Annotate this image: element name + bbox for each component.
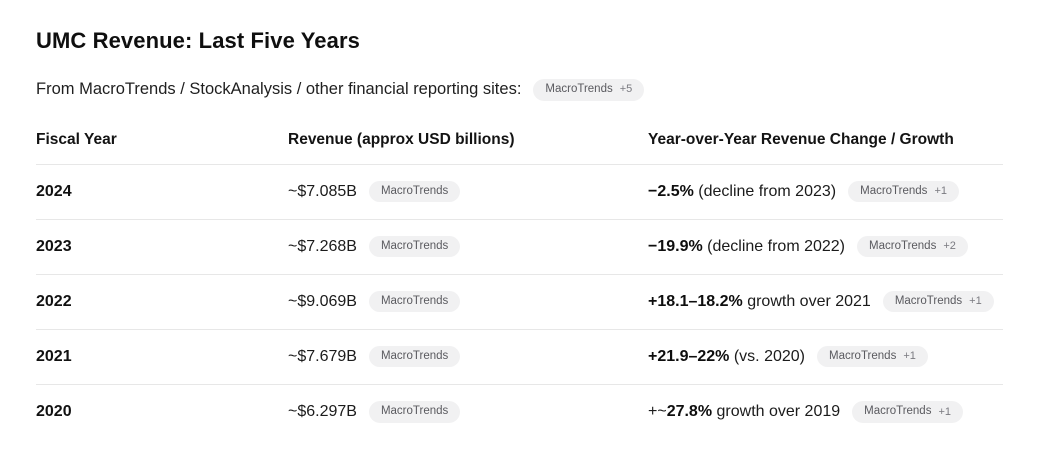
growth-percent: −19.9% [648, 237, 703, 255]
citation-badge-revenue[interactable]: MacroTrends [368, 345, 461, 368]
revenue-value: ~$7.679B [288, 347, 357, 365]
citation-badge-growth[interactable]: MacroTrends +2 [857, 235, 968, 258]
revenue-value: ~$7.268B [288, 237, 357, 255]
growth-percent: 27.8% [666, 403, 713, 420]
citation-source-name: MacroTrends [829, 349, 897, 362]
growth-cell: +21.9–22% (vs. 2020) MacroTrends +1 [648, 345, 1003, 368]
revenue-cell: ~$7.268B MacroTrends [288, 235, 648, 258]
citation-extra-count: +2 [943, 240, 956, 252]
citation-source-name: MacroTrends [864, 405, 932, 418]
citation-source-name: MacroTrends [545, 83, 613, 95]
citation-badge-growth[interactable]: MacroTrends +1 [852, 401, 964, 423]
citation-badge-growth[interactable]: MacroTrends +1 [817, 345, 928, 368]
revenue-cell: ~$7.085B MacroTrends [288, 180, 648, 203]
growth-description: (decline from 2023) [693, 182, 837, 200]
page-title: UMC Revenue: Last Five Years [36, 28, 360, 53]
content-area: UMC Revenue: Last Five Years From MacroT… [36, 28, 1003, 440]
citation-source-name: MacroTrends [894, 294, 963, 307]
table-row: 2023 ~$7.268B MacroTrends −19.9% (declin… [36, 220, 1003, 275]
citation-extra-count: +1 [903, 350, 916, 362]
revenue-cell: ~$9.069B MacroTrends [288, 290, 648, 313]
table-header-row: Fiscal Year Revenue (approx USD billions… [36, 121, 1003, 165]
growth-percent: −2.5% [648, 182, 694, 200]
citation-badge-growth[interactable]: MacroTrends +1 [848, 180, 959, 203]
growth-value: +21.9–22% (vs. 2020) [648, 348, 805, 366]
table-row: 2022 ~$9.069B MacroTrends +18.1–18.2% gr… [36, 275, 1003, 330]
table-row: 2021 ~$7.679B MacroTrends +21.9–22% (vs.… [36, 330, 1003, 385]
citation-badge-revenue[interactable]: MacroTrends [368, 290, 461, 313]
column-header-revenue: Revenue (approx USD billions) [288, 130, 515, 148]
growth-description: (vs. 2020) [729, 347, 805, 365]
revenue-cell: ~$7.679B MacroTrends [288, 345, 648, 368]
growth-cell: +18.1–18.2% growth over 2021 MacroTrends… [648, 290, 1003, 313]
column-header-fiscal-year: Fiscal Year [36, 130, 117, 148]
column-header-growth: Year-over-Year Revenue Change / Growth [648, 130, 954, 148]
fiscal-year-cell: 2024 [36, 182, 72, 200]
growth-value: +18.1–18.2% growth over 2021 [648, 293, 871, 311]
citation-source-name: MacroTrends [869, 239, 937, 252]
citation-extra-count: +1 [938, 405, 952, 418]
revenue-value: ~$6.297B [288, 403, 357, 420]
citation-source-name: MacroTrends [380, 294, 449, 307]
revenue-value: ~$7.085B [288, 182, 357, 200]
growth-cell: −19.9% (decline from 2022) MacroTrends +… [648, 235, 1003, 258]
citation-badge-growth[interactable]: MacroTrends +1 [882, 290, 994, 313]
growth-value: +~27.8% growth over 2019 [648, 403, 840, 421]
growth-description: growth over 2019 [712, 403, 841, 420]
growth-prefix: +~ [648, 403, 667, 420]
citation-source-name: MacroTrends [380, 349, 449, 362]
citation-source-name: MacroTrends [860, 184, 928, 197]
fiscal-year-cell: 2022 [36, 292, 72, 310]
revenue-table: Fiscal Year Revenue (approx USD billions… [36, 121, 1003, 440]
citation-badge-revenue[interactable]: MacroTrends [368, 235, 461, 258]
citation-source-name: MacroTrends [380, 239, 449, 252]
citation-extra-count: +1 [969, 295, 982, 307]
growth-cell: −2.5% (decline from 2023) MacroTrends +1 [648, 180, 1003, 203]
fiscal-year-cell: 2020 [36, 403, 72, 420]
table-row: 2020 ~$6.297B MacroTrends +~27.8% growth… [36, 385, 1003, 440]
growth-value: −2.5% (decline from 2023) [648, 183, 836, 201]
growth-description: (decline from 2022) [702, 237, 846, 255]
revenue-cell: ~$6.297B MacroTrends [288, 401, 648, 423]
revenue-value: ~$9.069B [288, 292, 357, 310]
growth-cell: +~27.8% growth over 2019 MacroTrends +1 [648, 401, 1003, 423]
citation-extra-count: +1 [934, 185, 947, 197]
growth-percent: +21.9–22% [648, 347, 730, 365]
citation-extra-count: +5 [619, 83, 633, 96]
source-text: From MacroTrends / StockAnalysis / other… [36, 80, 522, 99]
citation-badge-sources[interactable]: MacroTrends +5 [533, 79, 645, 101]
growth-value: −19.9% (decline from 2022) [648, 238, 845, 256]
citation-badge-revenue[interactable]: MacroTrends [368, 401, 461, 423]
table-row: 2024 ~$7.085B MacroTrends −2.5% (decline… [36, 165, 1003, 220]
citation-source-name: MacroTrends [380, 184, 449, 197]
citation-badge-revenue[interactable]: MacroTrends [368, 180, 461, 203]
growth-description: growth over 2021 [742, 292, 871, 310]
source-line: From MacroTrends / StockAnalysis / other… [36, 79, 1003, 101]
fiscal-year-cell: 2023 [36, 237, 72, 255]
citation-source-name: MacroTrends [380, 405, 449, 418]
growth-percent: +18.1–18.2% [648, 292, 743, 310]
fiscal-year-cell: 2021 [36, 347, 72, 365]
